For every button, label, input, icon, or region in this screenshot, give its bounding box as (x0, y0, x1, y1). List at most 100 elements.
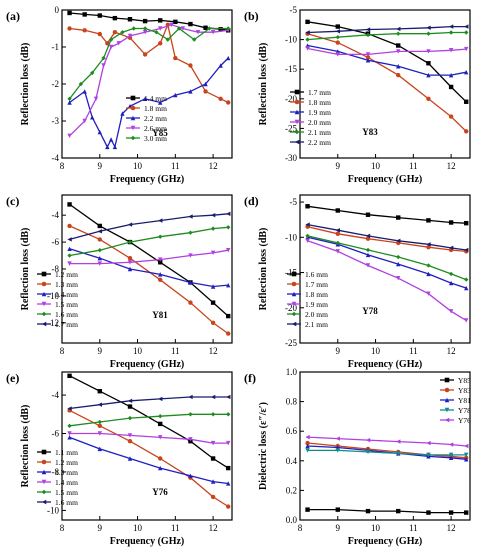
data-point (131, 26, 136, 31)
data-point (464, 318, 469, 323)
legend: 1.6 mm1.7 mm1.8 mm1.9 mm2.0 mm2.1 mm (287, 270, 328, 329)
data-point (158, 100, 163, 105)
legend-label: 1.5 mm (55, 488, 78, 497)
data-point (105, 41, 110, 46)
legend-marker (444, 407, 450, 413)
data-point (396, 31, 401, 36)
data-point (464, 247, 469, 253)
series-line-1.3-mm (69, 436, 229, 485)
data-point (305, 37, 310, 42)
data-point (305, 19, 310, 25)
sample-annotation: Y78 (362, 306, 378, 316)
x-tick-label: 11 (171, 523, 180, 533)
data-point (396, 49, 401, 54)
legend-marker (291, 321, 297, 327)
data-point (226, 394, 231, 400)
y-axis-title: Reflection loss (dB) (258, 43, 269, 126)
x-tick-label: 9 (336, 523, 341, 533)
data-point (82, 89, 87, 94)
legend-marker (130, 115, 136, 121)
data-point (210, 494, 216, 500)
series-line-1.9-mm (307, 44, 467, 76)
legend-marker (41, 311, 47, 317)
data-point (188, 230, 193, 235)
data-point (97, 229, 102, 234)
y-tick-label: -3 (52, 116, 60, 126)
data-point (188, 253, 193, 258)
y-tick-label: -30 (285, 153, 297, 163)
data-point (142, 52, 148, 57)
data-point (142, 30, 148, 35)
data-point (142, 18, 148, 24)
data-point (335, 228, 340, 233)
y-tick-label: -25 (285, 123, 297, 133)
data-point (448, 220, 454, 225)
y-tick-label: -4 (52, 390, 60, 400)
data-point (426, 510, 431, 515)
data-point (127, 415, 133, 421)
legend-marker (444, 387, 450, 393)
legend-label: 2.0 mm (308, 118, 331, 127)
data-point (67, 26, 72, 31)
series-line-1.7-mm (69, 213, 229, 241)
plot-frame (299, 194, 471, 344)
data-point (188, 394, 193, 400)
y-tick-label: -10 (47, 291, 59, 301)
legend-marker (130, 125, 136, 131)
legend-label: 1.6 mm (305, 270, 328, 279)
y-axis-title: Reflection loss (dB) (20, 43, 31, 126)
y-tick-label: 0.0 (286, 515, 298, 525)
legend-label: 1.2 mm (55, 458, 78, 467)
legend: 1.2 mm1.3 mm1.4 mm1.5 mm1.6 mm1.7 mm (37, 270, 78, 329)
data-point (67, 423, 72, 429)
panel-letter: (d) (244, 194, 259, 208)
data-point (426, 263, 431, 268)
legend-marker (130, 135, 136, 141)
data-point (365, 449, 371, 455)
x-tick-label: 10 (371, 161, 381, 171)
panel-b: 9 10 11 12 -30 -25 -20 -15 -10 -5 Frequency (GHz) R… (244, 5, 471, 185)
x-axis-title: Frequency (GHz) (110, 174, 185, 185)
legend-marker (41, 301, 47, 307)
data-point (305, 448, 310, 453)
data-point (426, 291, 431, 296)
data-point (105, 144, 110, 150)
data-point (112, 15, 118, 21)
data-point (365, 27, 371, 32)
data-point (365, 437, 371, 443)
series-line-2.2-mm (307, 25, 467, 34)
legend-marker (291, 311, 297, 317)
data-point (305, 30, 310, 35)
x-tick-label: 9 (98, 161, 103, 171)
data-point (67, 431, 72, 436)
data-point (448, 510, 454, 515)
data-point (335, 40, 340, 45)
x-tick-label: 10 (133, 161, 143, 171)
legend-label: 1.4 mm (144, 94, 167, 103)
data-point (226, 440, 231, 446)
y-tick-label: -25 (285, 338, 297, 348)
legend-label: 2.0 mm (305, 310, 328, 319)
y-tick-label: -2 (52, 79, 60, 89)
x-tick-label: 8 (298, 523, 303, 533)
x-tick-label: 8 (60, 346, 65, 356)
legend-label: 2.6 mm (144, 124, 167, 133)
y-tick-label: 0.4 (286, 456, 298, 466)
series-line-2.6-mm (69, 24, 229, 137)
data-point (365, 263, 371, 268)
data-point (335, 249, 340, 254)
data-point (158, 456, 163, 461)
data-point (426, 440, 431, 446)
data-point (127, 456, 133, 461)
data-point (365, 236, 371, 241)
data-point (426, 96, 431, 102)
plot-frame (299, 9, 471, 159)
y-tick-label: 0.6 (286, 426, 298, 436)
data-point (210, 440, 216, 446)
sample-annotation: Y76 (152, 487, 168, 497)
data-point (127, 433, 133, 438)
panel-e: 8 9 10 11 12 -10 -8 -6 -4 Frequency (GHz) Reflecti… (6, 371, 233, 547)
data-point (396, 254, 401, 260)
data-point (448, 48, 454, 53)
x-tick-label: 12 (447, 523, 456, 533)
